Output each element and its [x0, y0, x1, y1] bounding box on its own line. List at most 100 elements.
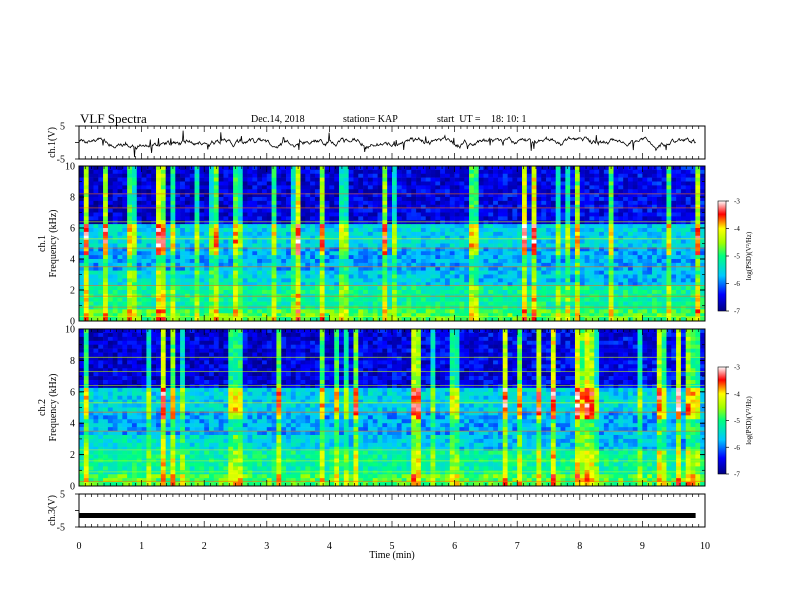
- ch1-spectrogram-cell: [512, 239, 518, 244]
- ch1-spectrogram-cell: [517, 297, 523, 302]
- ch1-spectrogram-cell: [497, 286, 504, 291]
- ch1-spectrogram-cell: [531, 228, 537, 233]
- ch1-spectrogram-cell: [319, 231, 325, 237]
- ch1-spectrogram-cell: [305, 166, 311, 171]
- ch1-spectrogram-cell: [459, 169, 465, 175]
- ch1-spectrogram-cell: [237, 177, 244, 182]
- ch1-spectrogram-cell: [88, 231, 94, 237]
- ch1-spectrogram-cell: [247, 220, 253, 225]
- ch1-spectrogram-cell: [522, 286, 528, 291]
- ch1-spectrogram-cell: [343, 278, 349, 283]
- ch1-spectrogram-cell: [488, 166, 494, 171]
- ch1-spectrogram-cell: [666, 235, 672, 240]
- ch1-spectrogram-cell: [117, 173, 123, 178]
- ch1-spectrogram-cell: [79, 204, 85, 209]
- ch1-spectrogram-cell: [652, 262, 658, 268]
- ch1-spectrogram-cell: [608, 228, 614, 233]
- ch1-spectrogram-cell: [271, 173, 277, 178]
- ch1-spectrogram-cell: [131, 317, 138, 322]
- ch1-spectrogram-cell: [286, 251, 292, 256]
- ch1-spectrogram-cell: [459, 317, 465, 322]
- ch1-spectrogram-cell: [627, 169, 634, 175]
- ch1-spectrogram-cell: [526, 181, 532, 186]
- ch1-spectrogram-cell: [411, 274, 417, 279]
- ch1-spectrogram-cell: [652, 189, 658, 194]
- ch1-spectrogram-cell: [661, 278, 667, 283]
- ch1-spectrogram-cell: [666, 266, 672, 271]
- ch1-spectrogram-cell: [295, 301, 301, 306]
- ch1-spectrogram-cell: [223, 282, 229, 287]
- ch1-spectrogram-cell: [358, 169, 364, 175]
- ch1-spectrogram-cell: [93, 177, 99, 182]
- ch1-spectrogram-cell: [261, 216, 268, 221]
- ch1-spectrogram-cell: [603, 297, 609, 302]
- ch1-spectrogram-cell: [103, 212, 109, 217]
- ch1-spectrogram-cell: [141, 305, 147, 310]
- ch1-spectrogram-cell: [555, 251, 561, 256]
- ch1-spectrogram-cell: [266, 216, 272, 221]
- ch1-spectrogram-cell: [656, 173, 662, 178]
- ch1-spectrogram-cell: [647, 286, 653, 291]
- ch1-spectrogram-cell: [353, 181, 359, 186]
- ch1-spectrogram-cell: [151, 231, 157, 237]
- ch1-spectrogram-cell: [541, 247, 547, 252]
- ch1-spectrogram-cell: [372, 259, 378, 264]
- ch1-spectrogram-cell: [204, 197, 210, 202]
- ch1-spectrogram-cell: [257, 259, 263, 264]
- ch1-spectrogram-cell: [112, 290, 118, 295]
- ch1-spectrogram-cell: [324, 185, 330, 190]
- ch1-spectrogram-cell: [526, 193, 532, 198]
- ch1-spectrogram-cell: [261, 266, 268, 271]
- ch1-spectrogram-cell: [570, 282, 576, 287]
- ch1-spectrogram-cell: [141, 235, 147, 240]
- ch1-spectrogram-cell: [382, 228, 388, 233]
- ch1-spectrogram-cell: [392, 231, 398, 237]
- ch1-spectrogram-cell: [319, 224, 325, 229]
- ch1-spectrogram-cell: [252, 297, 258, 302]
- ch1-spectrogram-cell: [656, 216, 662, 221]
- ch1-spectrogram-cell: [497, 282, 504, 287]
- ch1-spectrogram-cell: [363, 309, 369, 314]
- ch1-spectrogram-cell: [512, 208, 518, 213]
- ch1-spectrogram-cell: [541, 220, 547, 225]
- ch1-spectrogram-cell: [387, 173, 393, 178]
- ch1-spectrogram-cell: [661, 262, 667, 268]
- ch1-spectrogram-cell: [517, 309, 523, 314]
- ch1-spectrogram-cell: [261, 259, 268, 264]
- ch1-spectrogram-cell: [276, 216, 282, 221]
- ch1-spectrogram-cell: [194, 204, 200, 209]
- ch1-spectrogram-cell: [387, 181, 393, 186]
- ch1-spectrogram-cell: [136, 193, 142, 198]
- ch1-spectrogram-cell: [502, 181, 508, 186]
- ch1-spectrogram-cell: [579, 317, 585, 322]
- ch1-spectrogram-cell: [444, 247, 451, 252]
- ch1-spectrogram-cell: [223, 200, 229, 206]
- ch1-spectrogram-cell: [213, 313, 219, 318]
- ch1-spectrogram-cell: [579, 224, 585, 229]
- ch1-spectrogram-cell: [305, 266, 311, 271]
- ch1-spectrogram-cell: [435, 173, 441, 178]
- ch1-spectrogram-cell: [98, 313, 104, 318]
- ch1-spectrogram-cell: [406, 282, 412, 287]
- ch1-spectrogram-cell: [560, 166, 566, 171]
- ch1-spectrogram-cell: [550, 197, 557, 202]
- station-label: station= KAP: [343, 114, 398, 125]
- ch1-spectrogram-cell: [469, 259, 475, 264]
- ch1-spectrogram-cell: [281, 166, 287, 171]
- ch1-spectrogram-cell: [382, 247, 388, 252]
- ch1-spectrogram-cell: [213, 278, 219, 283]
- ch1-spectrogram-cell: [358, 228, 364, 233]
- ch1-spectrogram-cell: [175, 181, 181, 186]
- ch1-spectrogram-cell: [608, 235, 614, 240]
- ch1-spectrogram-cell: [199, 297, 205, 302]
- ch1-spectrogram-cell: [555, 286, 561, 291]
- ch1-spectrogram-cell: [627, 235, 634, 240]
- ch1-spectrogram-cell: [329, 169, 335, 175]
- ch1-spectrogram-cell: [406, 177, 412, 182]
- ch1-spectrogram-cell: [652, 239, 658, 244]
- ch1-spectrogram-cell: [550, 259, 557, 264]
- ch1-spectrogram-cell: [632, 313, 638, 318]
- ch1-spectrogram-cell: [156, 270, 162, 275]
- ch1-spectrogram-cell: [627, 266, 634, 271]
- ch1-spectrogram-cell: [281, 270, 287, 275]
